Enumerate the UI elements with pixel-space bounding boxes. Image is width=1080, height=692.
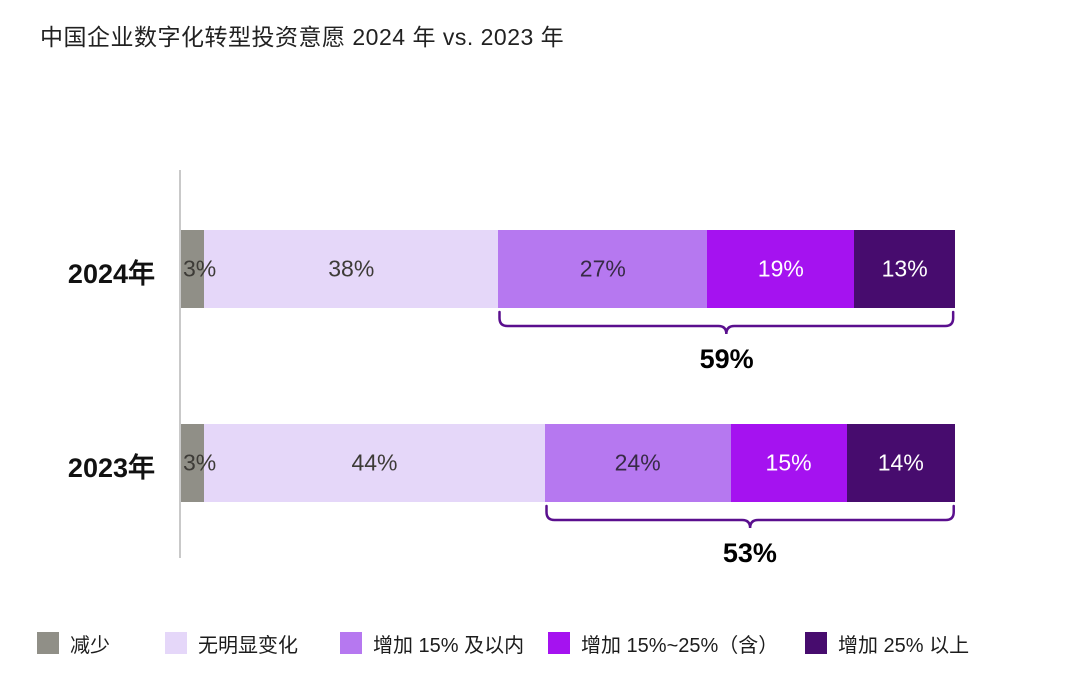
- legend-label: 增加 25% 以上: [838, 634, 970, 657]
- legend-item: 无明显变化: [165, 630, 298, 657]
- legend-swatch-icon: [340, 632, 362, 654]
- brace-total-label: 59%: [699, 344, 754, 374]
- legend-label: 减少: [70, 634, 110, 657]
- segment-value-label: 3%: [183, 255, 217, 282]
- segment-value-label: 13%: [881, 255, 928, 282]
- legend-item: 减少: [37, 630, 110, 657]
- legend-swatch-icon: [805, 632, 827, 654]
- bar-2023年: 3% 44% 24% 15% 14%: [181, 424, 955, 502]
- legend-label: 增加 15%~25%（含）: [581, 634, 779, 657]
- segment-value-label: 38%: [328, 255, 375, 282]
- legend-label: 增加 15% 及以内: [373, 634, 525, 657]
- legend-item: 增加 15% 及以内: [340, 630, 525, 657]
- bar-segment: 3%: [181, 230, 216, 308]
- row-label-2023年: 2023年: [67, 453, 155, 483]
- bar-segment: 13%: [854, 230, 955, 308]
- bar-segment: 19%: [707, 230, 855, 308]
- brace-annotation: [498, 310, 955, 335]
- segment-value-label: 3%: [183, 449, 217, 476]
- bar-segment: 15%: [730, 424, 847, 502]
- chart-title: 中国企业数字化转型投资意愿 2024 年 vs. 2023 年: [40, 24, 565, 50]
- bar-segment: 24%: [544, 424, 731, 502]
- bar-segment: 14%: [846, 424, 955, 502]
- legend-label: 无明显变化: [198, 634, 298, 657]
- y-axis-line: [179, 170, 181, 558]
- legend-swatch-icon: [37, 632, 59, 654]
- legend-swatch-icon: [165, 632, 187, 654]
- row-label-2024年: 2024年: [67, 259, 155, 289]
- brace-total-label: 53%: [722, 538, 777, 568]
- segment-value-label: 19%: [757, 255, 804, 282]
- segment-value-label: 14%: [877, 449, 924, 476]
- legend: 减少 无明显变化 增加 15% 及以内 增加 15%~25%（含） 增加 25% 以上: [0, 630, 1080, 660]
- legend-swatch-icon: [548, 632, 570, 654]
- segment-value-label: 44%: [351, 449, 398, 476]
- segment-value-label: 15%: [765, 449, 812, 476]
- segment-value-label: 24%: [614, 449, 661, 476]
- legend-item: 增加 15%~25%（含）: [548, 630, 779, 657]
- bar-segment: 3%: [181, 424, 216, 502]
- bar-2024年: 3% 38% 27% 19% 13%: [181, 230, 955, 308]
- bar-segment: 38%: [204, 230, 499, 308]
- brace-annotation: [545, 504, 955, 529]
- legend-item: 增加 25% 以上: [805, 630, 970, 657]
- bar-segment: 27%: [498, 230, 708, 308]
- segment-value-label: 27%: [579, 255, 626, 282]
- bar-segment: 44%: [204, 424, 545, 502]
